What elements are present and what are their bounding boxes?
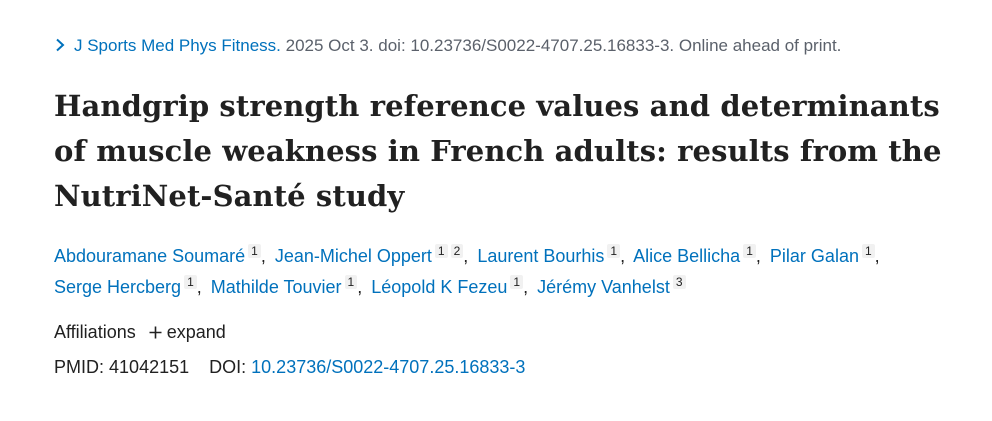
- affiliations-expand-button[interactable]: expand: [149, 322, 226, 342]
- author-separator: ,: [755, 246, 761, 266]
- author-separator: ,: [357, 277, 363, 297]
- affiliations-label: Affiliations: [54, 322, 136, 342]
- doi-link[interactable]: 10.23736/S0022-4707.25.16833-3: [251, 357, 526, 377]
- affiliation-number[interactable]: 1: [861, 244, 875, 258]
- affiliation-number[interactable]: 1: [510, 275, 524, 289]
- author-separator: ,: [523, 277, 529, 297]
- author-item: Alice Bellicha 1,: [633, 244, 765, 266]
- affiliation-number[interactable]: 1: [248, 244, 261, 258]
- pmid-label: PMID:: [54, 357, 105, 377]
- affiliation-number[interactable]: 1: [743, 244, 756, 258]
- affiliation-number[interactable]: 1: [434, 244, 448, 258]
- author-name-link[interactable]: Serge Hercberg: [54, 277, 182, 297]
- author-name-link[interactable]: Alice Bellicha: [633, 246, 741, 266]
- author-separator: ,: [196, 277, 202, 297]
- doi-label: DOI:: [209, 357, 247, 377]
- expand-label: expand: [166, 322, 226, 342]
- author-separator: ,: [874, 246, 880, 266]
- chevron-right-icon[interactable]: [54, 38, 66, 52]
- author-name-link[interactable]: Mathilde Touvier: [210, 277, 342, 297]
- author-separator: ,: [620, 246, 626, 266]
- author-separator: ,: [463, 246, 469, 266]
- article-title: Handgrip strength reference values and d…: [54, 89, 942, 213]
- pmid-value: 41042151: [109, 357, 190, 377]
- author-name-link[interactable]: Jérémy Vanhelst: [537, 277, 670, 297]
- journal-link[interactable]: J Sports Med Phys Fitness.: [74, 36, 281, 55]
- author-item: Jérémy Vanhelst 3: [537, 275, 686, 297]
- author-name-link[interactable]: Laurent Bourhis: [477, 246, 605, 266]
- authors-list: Abdouramane Soumaré 1, Jean-Michel Oppert…: [54, 241, 959, 303]
- author-item: Laurent Bourhis 1,: [477, 244, 629, 266]
- author-item: Serge Hercberg 1,: [54, 275, 206, 297]
- author-item: Léopold K Fezeu 1,: [371, 275, 532, 297]
- affiliations-row: Affiliations expand: [54, 320, 226, 344]
- author-item: Jean-Michel Oppert 1 2,: [274, 244, 472, 266]
- author-name-link[interactable]: Abdouramane Soumaré: [54, 246, 246, 266]
- citation-line: J Sports Med Phys Fitness. 2025 Oct 3. d…: [54, 35, 841, 57]
- identifiers-row: PMID: 41042151 DOI: 10.23736/S0022-4707.2…: [54, 355, 525, 379]
- affiliation-number[interactable]: 2: [450, 244, 464, 258]
- affiliation-number[interactable]: 1: [607, 244, 621, 258]
- plus-icon: [149, 326, 162, 339]
- author-name-link[interactable]: Pilar Galan: [769, 246, 859, 266]
- author-item: Pilar Galan 1,: [769, 244, 884, 266]
- author-separator: ,: [260, 246, 266, 266]
- author-item: Abdouramane Soumaré 1,: [54, 244, 270, 266]
- affiliation-number[interactable]: 3: [672, 275, 686, 289]
- affiliation-number[interactable]: 1: [344, 275, 358, 289]
- citation-details: 2025 Oct 3. doi: 10.23736/S0022-4707.25.…: [285, 36, 842, 55]
- author-item: Mathilde Touvier 1,: [210, 275, 366, 297]
- affiliation-number[interactable]: 1: [184, 275, 197, 289]
- author-name-link[interactable]: Léopold K Fezeu: [371, 277, 508, 297]
- author-name-link[interactable]: Jean-Michel Oppert: [274, 246, 432, 266]
